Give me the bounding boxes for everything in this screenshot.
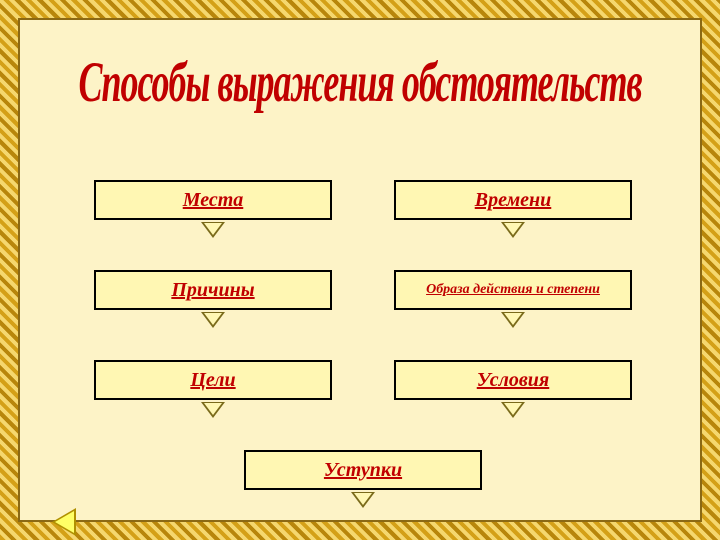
slide-panel: Способы выражения обстоятельств Места При… [18, 18, 702, 522]
category-box-left-0[interactable]: Места [94, 180, 332, 220]
down-arrow-icon [201, 402, 225, 418]
category-box-bottom[interactable]: Уступки [244, 450, 482, 490]
category-box-right-1[interactable]: Образа действия и степени [394, 270, 632, 310]
down-arrow-icon [201, 312, 225, 328]
content-area: Способы выражения обстоятельств Места При… [20, 20, 700, 520]
down-arrow-icon [201, 222, 225, 238]
down-arrow-icon [351, 492, 375, 508]
down-arrow-icon [501, 402, 525, 418]
category-box-left-2[interactable]: Цели [94, 360, 332, 400]
category-box-left-1[interactable]: Причины [94, 270, 332, 310]
slide-title: Способы выражения обстоятельств [20, 48, 700, 115]
category-box-right-2[interactable]: Условия [394, 360, 632, 400]
category-box-right-0[interactable]: Времени [394, 180, 632, 220]
down-arrow-icon [501, 222, 525, 238]
back-button[interactable] [52, 508, 76, 536]
down-arrow-icon [501, 312, 525, 328]
